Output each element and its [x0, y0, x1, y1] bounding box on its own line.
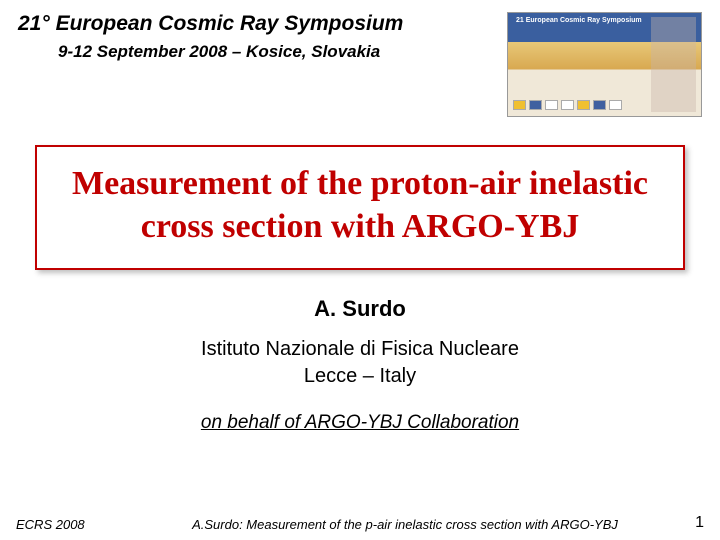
sponsor-logo-icon — [529, 100, 542, 110]
poster-header-text: 21 European Cosmic Ray Symposium — [511, 14, 647, 27]
affiliation-line2: Lecce – Italy — [0, 363, 720, 390]
page-number: 1 — [654, 514, 704, 532]
footer-conference-label: ECRS 2008 — [16, 517, 156, 532]
sponsor-logo-icon — [577, 100, 590, 110]
slide: 21° European Cosmic Ray Symposium 9-12 S… — [0, 0, 720, 540]
sponsor-logo-icon — [561, 100, 574, 110]
conference-poster-thumbnail: 21 European Cosmic Ray Symposium — [507, 12, 702, 117]
symposium-subtitle: 9-12 September 2008 – Kosice, Slovakia — [58, 42, 507, 62]
sponsor-logo-icon — [593, 100, 606, 110]
on-behalf-text: on behalf of ARGO-YBJ Collaboration — [0, 412, 720, 434]
sponsor-logo-icon — [609, 100, 622, 110]
author-name: A. Surdo — [0, 296, 720, 322]
main-title-box: Measurement of the proton-air inelastic … — [35, 145, 685, 270]
header-row: 21° European Cosmic Ray Symposium 9-12 S… — [0, 0, 720, 117]
footer: ECRS 2008 A.Surdo: Measurement of the p-… — [0, 514, 720, 532]
symposium-title: 21° European Cosmic Ray Symposium — [18, 12, 507, 36]
presentation-title: Measurement of the proton-air inelastic … — [57, 163, 663, 248]
affiliation-line1: Istituto Nazionale di Fisica Nucleare — [0, 336, 720, 363]
poster-side-panel — [651, 17, 696, 112]
sponsor-logo-icon — [545, 100, 558, 110]
author-block: A. Surdo Istituto Nazionale di Fisica Nu… — [0, 296, 720, 434]
sponsor-logo-icon — [513, 100, 526, 110]
header-text-block: 21° European Cosmic Ray Symposium 9-12 S… — [18, 12, 507, 117]
poster-logo-row — [513, 100, 622, 110]
footer-running-title: A.Surdo: Measurement of the p-air inelas… — [156, 517, 654, 532]
